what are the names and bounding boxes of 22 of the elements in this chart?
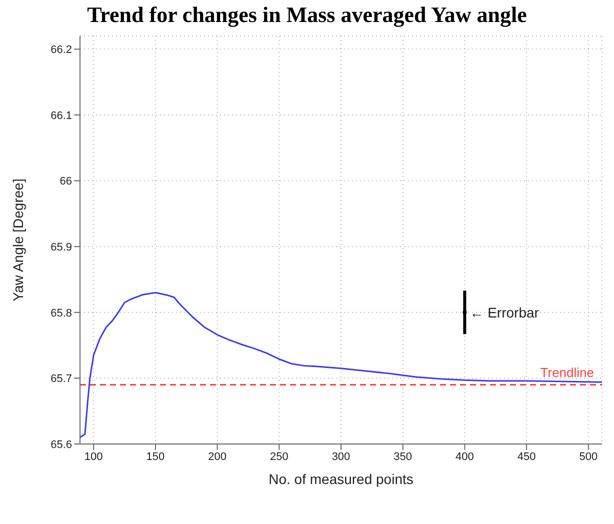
chart-title: Trend for changes in Mass averaged Yaw angle (86, 2, 528, 28)
annotation: ← Errorbar (470, 304, 540, 320)
x-tick-label: 300 (332, 450, 350, 463)
y-tick-label: 66.1 (50, 110, 72, 122)
y-tick-label: 66 (60, 176, 72, 188)
y-tick-label: 65.9 (50, 241, 72, 254)
x-tick-label: 100 (84, 450, 103, 463)
x-tick-label: 450 (517, 450, 536, 463)
x-tick-label: 350 (394, 450, 412, 463)
x-tick-label: 250 (270, 450, 288, 463)
x-tick-label: 150 (146, 450, 165, 463)
ref-line-label: Trendline (540, 364, 594, 380)
x-tick-label: 400 (456, 450, 474, 463)
y-tick-label: 65.8 (50, 307, 72, 320)
y-axis-title: Yaw Angle [Degree] (10, 178, 26, 302)
line-series (80, 292, 602, 438)
y-tick-label: 66.2 (50, 44, 72, 56)
y-tick-label: 65.6 (50, 438, 72, 451)
x-tick-label: 500 (579, 450, 598, 463)
x-tick-label: 200 (208, 450, 226, 463)
y-tick-label: 65.7 (50, 373, 72, 386)
x-axis-title: No. of measured points (268, 471, 414, 487)
